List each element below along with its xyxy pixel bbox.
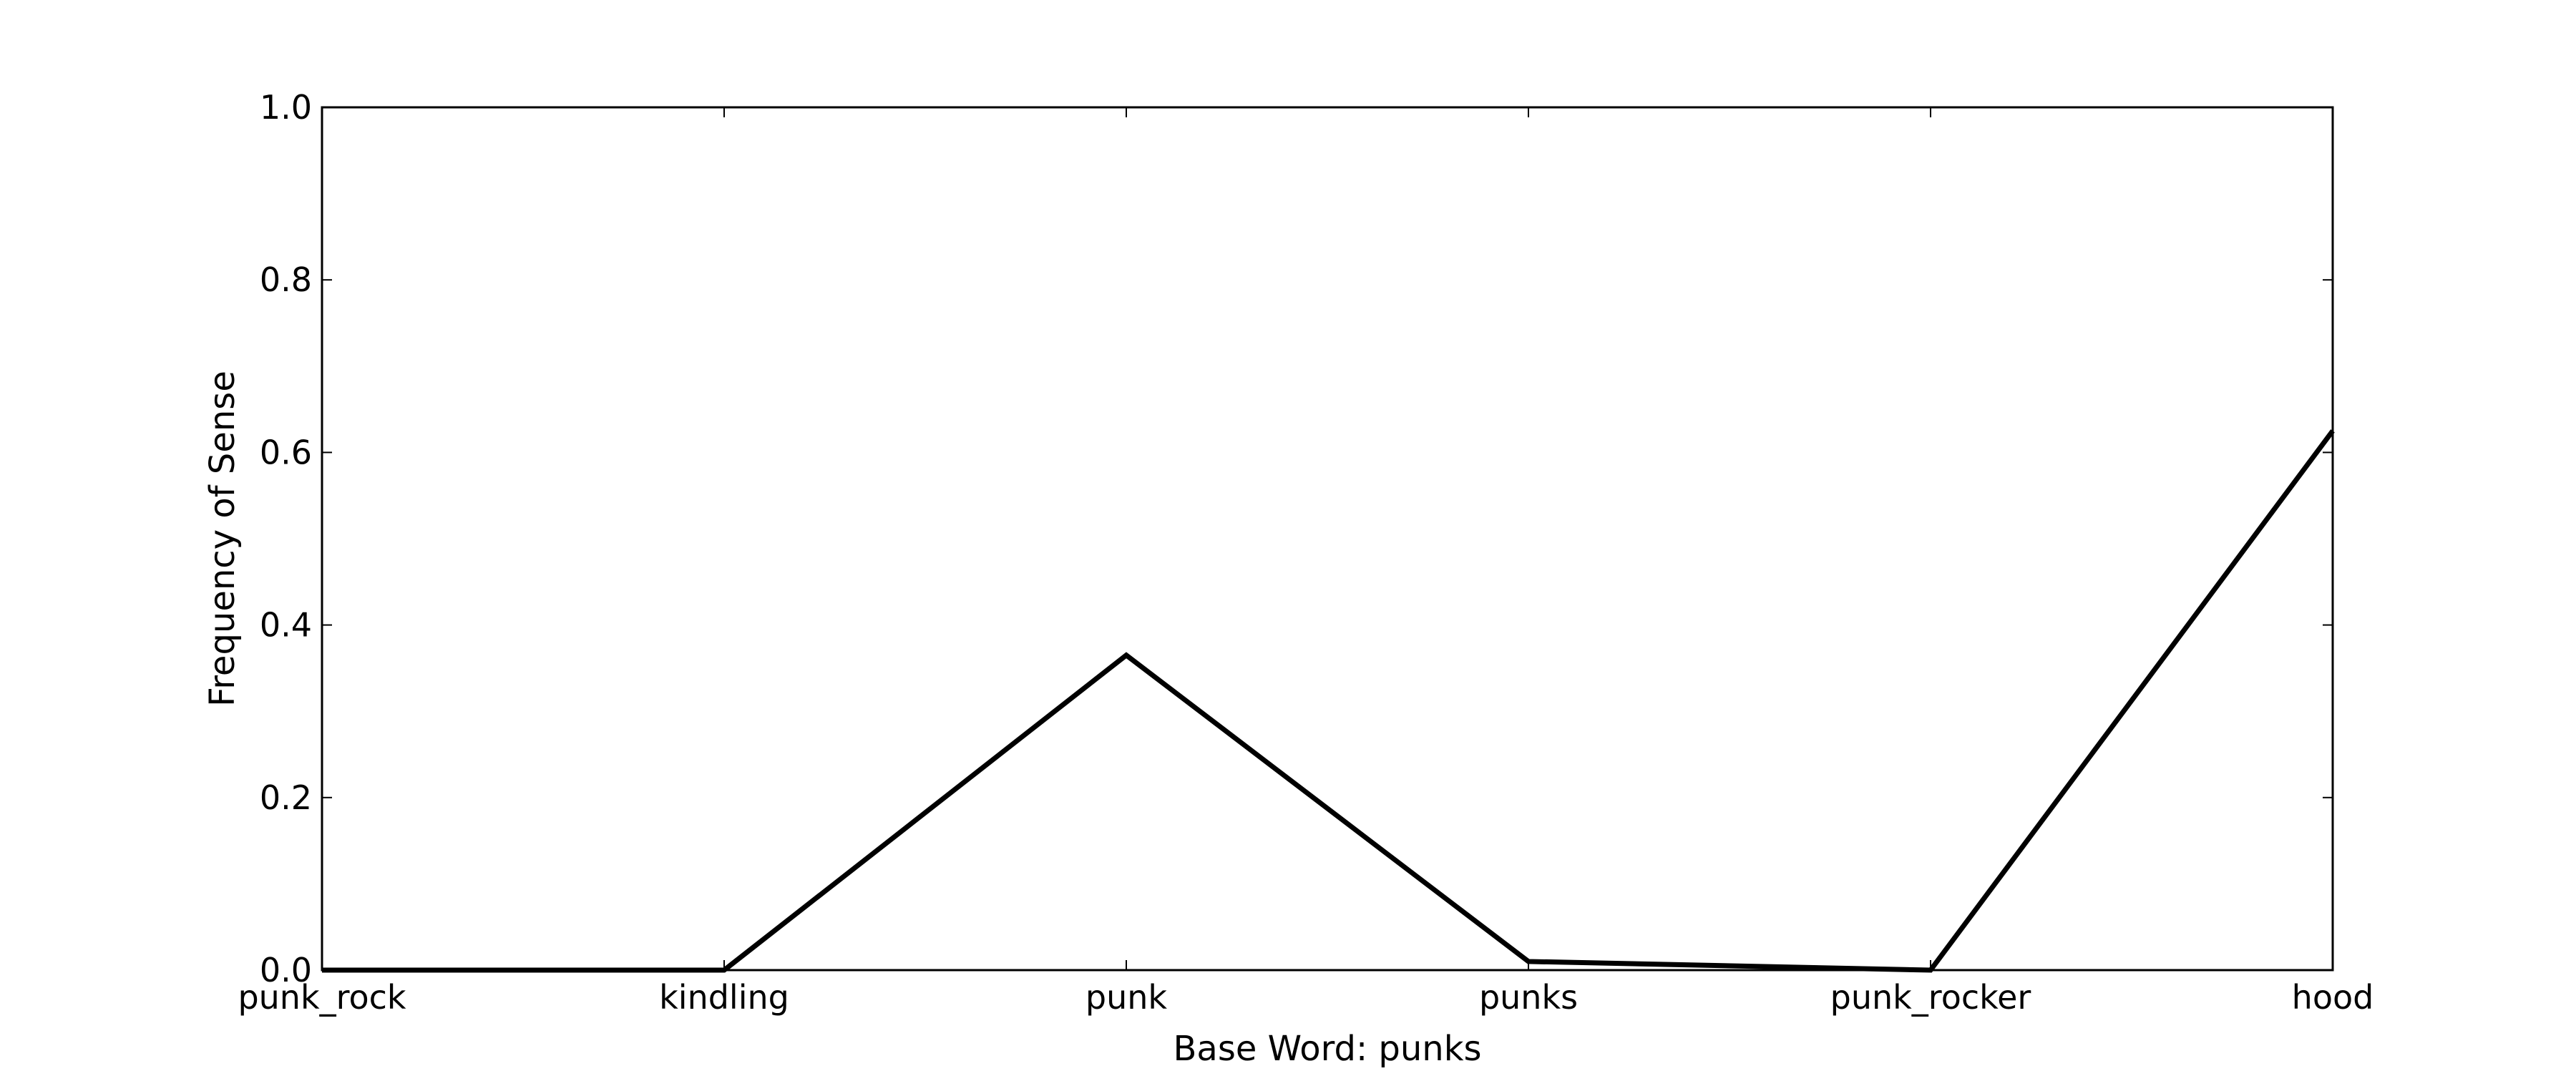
- x-tick-label: hood: [2292, 978, 2374, 1017]
- x-tick-label: punk: [1085, 978, 1168, 1017]
- y-tick-label: 0.0: [260, 951, 312, 989]
- y-tick-label: 0.6: [260, 433, 312, 471]
- y-tick-label: 0.4: [260, 606, 312, 645]
- x-axis-label: Base Word: punks: [1173, 1029, 1481, 1069]
- y-tick-label: 0.2: [260, 778, 312, 817]
- y-tick-label: 0.8: [260, 260, 312, 299]
- x-tick-label: punks: [1479, 978, 1578, 1017]
- x-tick-label: kindling: [659, 978, 789, 1017]
- plot-frame: [321, 106, 2334, 972]
- x-tick-label: punk_rock: [238, 978, 406, 1017]
- x-tick-label: punk_rocker: [1830, 978, 2031, 1017]
- y-axis-label: Frequency of Sense: [203, 371, 243, 707]
- y-tick-label: 1.0: [260, 88, 312, 127]
- labels-layer: punk_rock kindling punk punks punk_rocker hoo…: [238, 88, 2373, 1017]
